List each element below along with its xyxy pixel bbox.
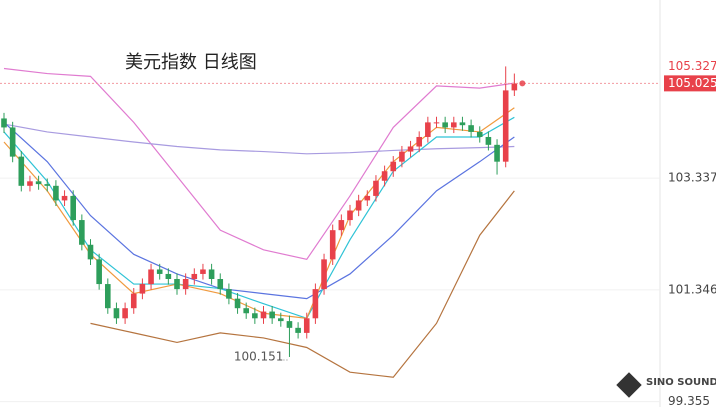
candle-body [182, 279, 189, 290]
last-price-dot [519, 80, 526, 87]
candle-body [269, 311, 275, 319]
candle-body [459, 122, 466, 126]
indicator-line [3, 67, 515, 261]
candle-body [191, 273, 198, 280]
candle-body [286, 321, 293, 328]
candle-body [390, 161, 397, 172]
candle-body [148, 269, 154, 285]
candle-body [425, 122, 431, 137]
candle-body [347, 210, 353, 221]
high-label: 105.327 [668, 59, 716, 73]
candle-body [355, 200, 362, 211]
candle-body [381, 171, 388, 181]
indicator-line [3, 121, 515, 300]
candle-body [27, 181, 33, 186]
candle-body [165, 273, 172, 280]
candle-body [321, 259, 327, 290]
candle-body [511, 83, 518, 91]
y-tick-label: 101.346 [668, 282, 716, 296]
candle-body [373, 180, 379, 196]
candle-body [278, 318, 284, 322]
candle-body [208, 269, 215, 280]
indicator-line [3, 123, 515, 155]
candle-body [416, 136, 422, 147]
candle-body [252, 313, 258, 319]
candle-body [139, 284, 146, 294]
watermark-text: SINO SOUND [646, 377, 716, 388]
indicator-line [90, 190, 515, 378]
last-price-box [664, 75, 716, 92]
candle-body [87, 244, 94, 260]
candle-body [433, 122, 440, 124]
candle-body [18, 156, 25, 186]
candle-body [200, 269, 206, 274]
y-tick-label: 99.355 [668, 394, 710, 407]
candle-body [226, 289, 232, 299]
candle-body [61, 195, 68, 201]
candle-body [243, 308, 249, 314]
candle-body [70, 195, 76, 221]
candle-body [329, 230, 336, 260]
candle-body [174, 279, 180, 290]
candle-body [260, 311, 267, 319]
candle-body [303, 318, 310, 333]
y-tick-label: 103.337 [668, 171, 716, 185]
candle-body [468, 125, 474, 132]
indicator-line [3, 107, 515, 319]
candle-body [338, 220, 345, 231]
last-price-label: 105.025 [668, 76, 716, 90]
candle-body [79, 220, 85, 245]
candle-body [502, 90, 509, 162]
candle-body [494, 144, 500, 162]
candle-body [442, 122, 448, 128]
logo [616, 372, 642, 398]
candle-body [295, 327, 301, 333]
candle-body [485, 136, 492, 145]
candle-body [156, 269, 163, 274]
candle-body [122, 308, 128, 319]
candle-body [96, 259, 102, 285]
low-label: 100.151 [234, 349, 284, 363]
candle-body [130, 293, 137, 309]
candle-body [35, 181, 42, 185]
candle-body [44, 184, 51, 186]
chart-title: 美元指数 日线图 [125, 52, 257, 73]
candle-body [217, 279, 224, 290]
candle-body [113, 308, 120, 319]
candle-body [1, 118, 7, 128]
plot-area: 100.151 [0, 66, 660, 403]
candle-body [105, 284, 111, 309]
candle-body [234, 298, 241, 309]
candle-body [407, 146, 414, 152]
candle-body [53, 185, 59, 201]
indicator-line [3, 116, 515, 320]
watermark: SINO SOUND [616, 372, 716, 398]
candle-body [364, 195, 371, 201]
candle-body [312, 289, 319, 319]
candle-body [399, 151, 405, 162]
candle-body [476, 131, 483, 137]
candle-body [9, 127, 16, 157]
candle-body [451, 122, 457, 128]
